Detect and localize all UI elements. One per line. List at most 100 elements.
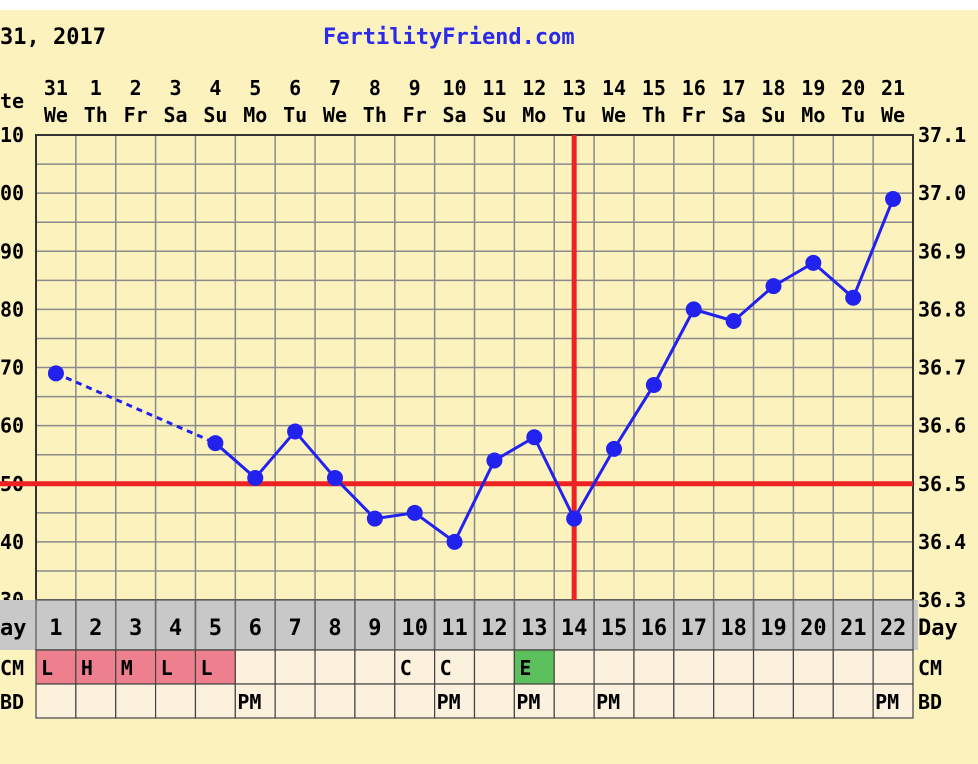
cm-cell <box>713 649 755 685</box>
bd-cell <box>115 683 157 719</box>
cm-value: L <box>161 656 173 680</box>
bd-cell <box>593 683 635 719</box>
temp-point <box>725 313 742 329</box>
series-segment <box>572 448 616 520</box>
date-label: 11 <box>482 76 506 100</box>
cm-cell <box>832 649 874 685</box>
weekday-label: We <box>881 103 905 127</box>
cycle-day: 2 <box>89 616 102 641</box>
bd-cell <box>752 683 795 719</box>
bd-cell <box>35 683 77 719</box>
temp-point <box>526 429 543 446</box>
cycle-day: 17 <box>681 616 708 641</box>
bd-value: PM <box>516 690 540 714</box>
cycle-day: 6 <box>249 616 262 641</box>
cm-value: M <box>121 656 133 680</box>
bd-value: PM <box>237 690 261 714</box>
weekday-label: Sa <box>163 103 187 127</box>
date-label: 17 <box>722 76 746 100</box>
date-label: 18 <box>761 76 785 100</box>
weekday-label: Tu <box>841 103 865 127</box>
bd-value: PM <box>875 690 899 714</box>
bd-cell <box>434 683 476 719</box>
temp-point <box>606 440 623 457</box>
cm-cell <box>473 649 515 685</box>
chart-date: 31, 2017 <box>0 25 106 50</box>
cm-row-label-right: CM <box>918 656 942 680</box>
cm-cell <box>115 649 157 685</box>
y-tick-right: 36.3 <box>918 588 966 612</box>
cm-cell <box>513 649 555 685</box>
cm-cell <box>872 649 914 685</box>
bd-cell <box>832 683 874 719</box>
date-label: 9 <box>409 76 421 100</box>
temperature-series <box>0 135 913 600</box>
cycle-day: 1 <box>49 616 62 641</box>
cm-cell <box>553 649 595 685</box>
date-label: 10 <box>443 76 467 100</box>
y-tick-right: 36.5 <box>918 472 966 496</box>
temp-point <box>765 278 782 295</box>
date-label: 5 <box>249 76 261 100</box>
bd-row-label: BD <box>0 690 24 714</box>
weekday-label: Mo <box>243 103 267 127</box>
date-header: 31 We 1 Th 2 Fr 3 Sa 4 Su 5 Mo 6 Tu 7 We 8 Th 9 Fr 10 Sa 11 Su 1… <box>44 76 905 127</box>
weekday-label: Fr <box>682 103 706 127</box>
weekday-label: Su <box>761 103 785 127</box>
cm-cell <box>274 649 316 685</box>
temp-point <box>885 190 902 207</box>
site-link[interactable]: FertilityFriend.com <box>323 25 575 50</box>
day-row-band <box>0 600 918 650</box>
weekday-label: Fr <box>403 103 427 127</box>
date-label: 20 <box>841 76 865 100</box>
cm-value: C <box>400 656 412 680</box>
cycle-day: 11 <box>441 616 468 641</box>
cm-cell <box>354 649 396 685</box>
date-label: 12 <box>522 76 546 100</box>
temp-point <box>486 452 503 469</box>
cm-value: L <box>41 656 53 680</box>
bd-cell <box>274 683 316 719</box>
cycle-day: 22 <box>880 616 907 641</box>
cm-cell <box>234 649 276 685</box>
bd-row-label-right: BD <box>918 690 942 714</box>
date-label: 1 <box>90 76 102 100</box>
cycle-day: 16 <box>641 616 668 641</box>
weekday-label: Fr <box>124 103 148 127</box>
temp-point <box>366 510 383 527</box>
weekday-label: We <box>602 103 626 127</box>
weekday-label: Th <box>84 103 108 127</box>
series-segment <box>413 511 456 544</box>
temp-point <box>247 469 264 486</box>
date-label: 19 <box>801 76 825 100</box>
weekday-label: Mo <box>522 103 546 127</box>
bd-cell <box>872 683 914 719</box>
weekday-label: Su <box>203 103 227 127</box>
cycle-day: 8 <box>328 616 341 641</box>
temp-point <box>645 376 662 393</box>
cm-cell <box>633 649 675 685</box>
weekday-label: Th <box>642 103 666 127</box>
cm-value: H <box>81 656 93 680</box>
bd-cell <box>513 683 555 719</box>
bd-value: PM <box>437 690 461 714</box>
weekday-label: Th <box>363 103 387 127</box>
y-tick-right: 37.1 <box>918 123 966 147</box>
date-label: 6 <box>289 76 301 100</box>
bd-cell <box>633 683 675 719</box>
series-segment <box>453 459 496 543</box>
bd-value: PM <box>596 690 620 714</box>
cycle-day: 13 <box>521 616 548 641</box>
temp-point <box>446 533 463 550</box>
weekday-label: We <box>323 103 347 127</box>
date-label: 3 <box>169 76 181 100</box>
date-row-label: te <box>0 89 24 113</box>
cycle-day: 3 <box>129 616 142 641</box>
bd-cell <box>553 683 595 719</box>
cm-cell <box>792 649 834 685</box>
weekday-label: Mo <box>801 103 825 127</box>
bd-cell <box>673 683 715 719</box>
cycle-day: 9 <box>368 616 381 641</box>
cycle-day: 19 <box>760 616 787 641</box>
